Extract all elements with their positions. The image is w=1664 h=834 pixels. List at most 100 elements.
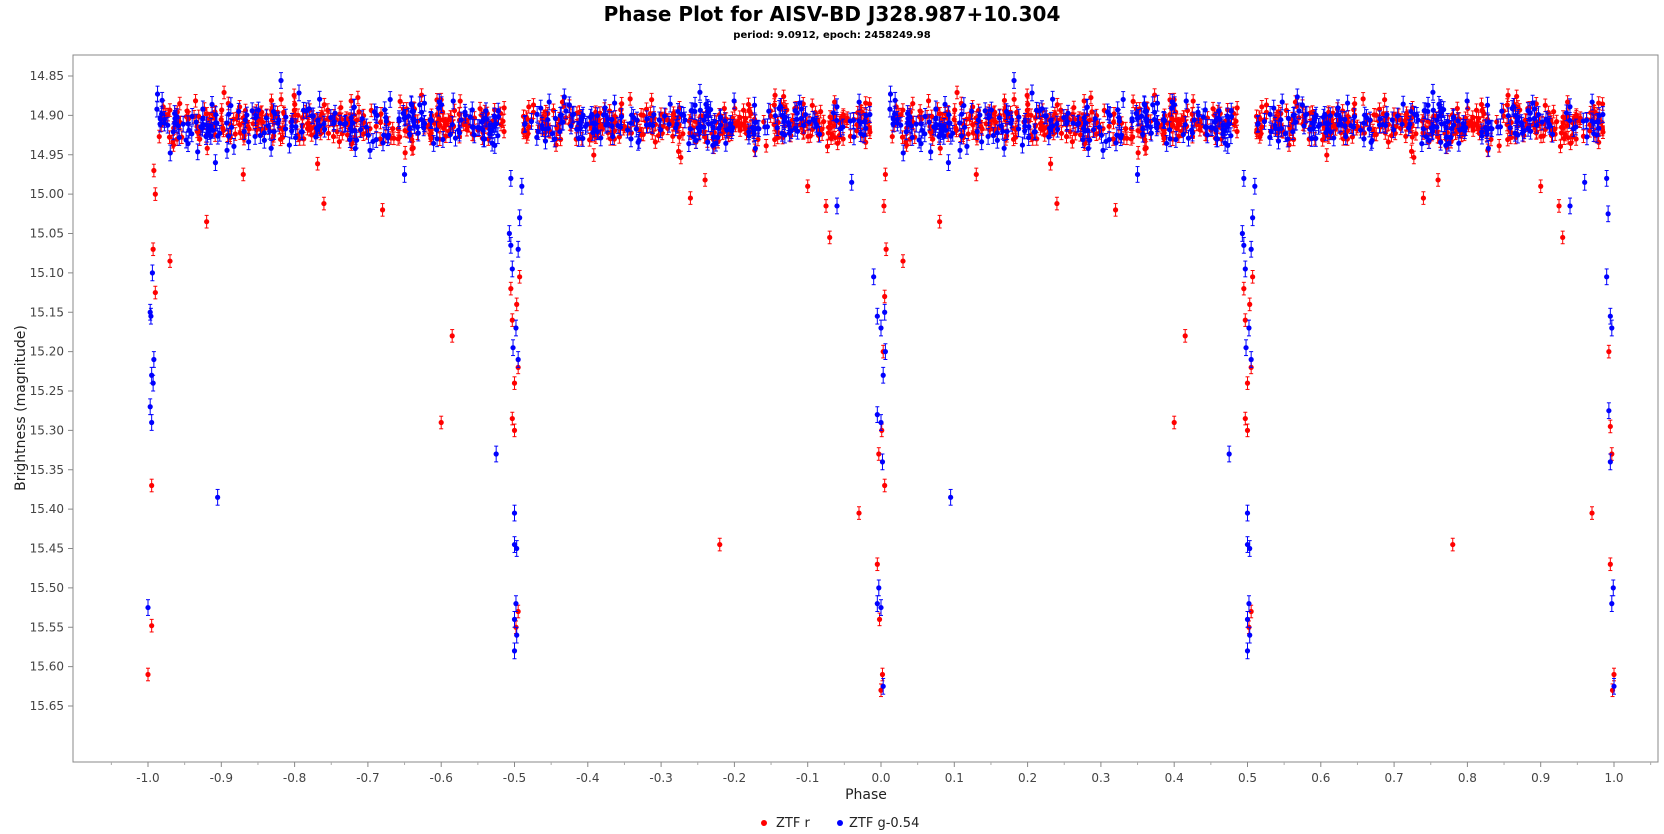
x-tick-label: -0.1: [796, 771, 819, 785]
ztf-r-point: [1089, 104, 1095, 119]
x-tick-label: 0.1: [945, 771, 964, 785]
x-tick-label: -0.3: [649, 771, 672, 785]
ztf-r-point: [1011, 92, 1017, 107]
ztf-r-point: [1024, 88, 1030, 103]
ztf-r-point: [1557, 139, 1564, 154]
ztf-r-point: [1190, 94, 1196, 108]
ztf-r-point: [937, 107, 943, 121]
y-tick-label: 15.30: [30, 423, 64, 437]
legend-marker-ztf-g: [837, 820, 843, 826]
ztf-r-point: [397, 130, 403, 144]
x-axis-label: Phase: [845, 787, 887, 803]
legend-marker-ztf-r: [761, 820, 767, 826]
ztf-r-point: [1411, 150, 1417, 165]
x-tick-label: 0.7: [1385, 771, 1404, 785]
y-tick-label: 15.40: [30, 502, 64, 516]
y-tick-label: 15.10: [30, 266, 64, 280]
y-tick-label: 15.05: [30, 227, 64, 241]
ztf-r-point: [818, 104, 824, 119]
x-tick-label: 0.9: [1531, 771, 1550, 785]
ztf-r-point: [457, 94, 463, 108]
ztf-r-point: [315, 156, 321, 171]
y-tick-label: 15.50: [30, 581, 64, 595]
ztf-r-point: [627, 92, 633, 106]
legend-label-ztf-r: ZTF r: [776, 816, 810, 831]
x-tick-label: -0.9: [210, 771, 233, 785]
ztf-r-point: [167, 103, 173, 117]
ztf-r-point: [1067, 124, 1073, 139]
ztf-r-point: [1058, 126, 1065, 141]
ztf-r-point: [824, 139, 831, 154]
x-tick-label: 0.6: [1311, 771, 1330, 785]
ztf-r-point: [1504, 98, 1510, 112]
ztf-r-point: [900, 103, 906, 117]
y-tick-label: 15.15: [30, 305, 64, 319]
ztf-r-point: [954, 85, 960, 100]
ztf-r-point: [402, 145, 408, 160]
ztf-r-point: [1551, 104, 1557, 119]
y-tick-label: 15.20: [30, 345, 64, 359]
y-tick-label: 14.85: [30, 69, 64, 83]
ztf-r-point: [772, 132, 778, 147]
ztf-r-point: [1063, 129, 1070, 144]
y-tick-label: 15.55: [30, 620, 64, 634]
ztf-r-point: [1360, 92, 1366, 106]
ztf-r-point: [192, 93, 199, 108]
chart-title: Phase Plot for AISV-BD J328.987+10.304: [604, 2, 1061, 26]
ztf-r-point: [330, 129, 337, 144]
ztf-r-point: [1048, 156, 1054, 171]
ztf-r-point: [889, 129, 895, 144]
ztf-r-point: [278, 92, 284, 107]
ztf-r-point: [1481, 106, 1487, 121]
ztf-r-point: [670, 129, 676, 144]
ztf-r-point: [1403, 106, 1410, 121]
ztf-r-point: [772, 88, 778, 103]
ztf-r-point: [1069, 134, 1075, 149]
y-tick-label: 15.45: [30, 542, 64, 556]
ztf-r-point: [952, 103, 958, 117]
x-tick-label: -0.2: [723, 771, 746, 785]
ztf-r-point: [170, 138, 177, 152]
plot-area: [72, 54, 1659, 763]
ztf-r-point: [748, 106, 754, 121]
ztf-r-point: [355, 90, 361, 105]
x-axis: -1.0 -0.9 -0.8 -0.7 -0.6 -0.5 -0.4 -0.3 -0.2 -0.1…: [110, 762, 1652, 785]
x-tick-label: 0.5: [1238, 771, 1257, 785]
y-tick-label: 15.65: [30, 699, 64, 713]
ztf-r-point: [156, 129, 162, 144]
ztf-r-point: [863, 96, 869, 110]
ztf-r-point: [219, 103, 225, 117]
chart-subtitle: period: 9.0912, epoch: 2458249.98: [733, 30, 930, 41]
ztf-r-point: [291, 88, 297, 103]
ztf-r-point: [204, 107, 210, 121]
ztf-r-point: [268, 93, 275, 108]
x-tick-label: -0.4: [576, 771, 599, 785]
legend-label-ztf-g: ZTF g-0.54: [849, 816, 919, 831]
ztf-r-point: [1473, 103, 1480, 118]
x-tick-label: 1.0: [1604, 771, 1623, 785]
ztf-r-point: [1542, 122, 1549, 137]
x-tick-label: -0.8: [283, 771, 306, 785]
y-tick-label: 14.95: [30, 148, 64, 162]
y-tick-label: 15.00: [30, 187, 64, 201]
x-tick-label: -0.6: [429, 771, 452, 785]
ztf-r-point: [325, 126, 332, 141]
ztf-r-point: [204, 141, 210, 156]
ztf-r-point: [221, 85, 227, 100]
ztf-r-point: [1135, 145, 1141, 160]
ztf-r-point: [336, 134, 342, 149]
ztf-r-point: [1013, 130, 1019, 145]
ztf-r-point: [1130, 130, 1136, 144]
y-tick-label: 14.90: [30, 108, 64, 122]
ztf-r-point: [678, 150, 684, 165]
ztf-r-point: [925, 93, 932, 108]
x-tick-label: 0.0: [871, 771, 890, 785]
data-points: [145, 72, 1617, 698]
x-tick-label: -0.5: [503, 771, 526, 785]
ztf-r-point: [280, 130, 286, 145]
x-tick-label: 0.8: [1458, 771, 1477, 785]
ztf-r-point: [1001, 93, 1008, 108]
ztf-r-point: [321, 97, 327, 112]
x-tick-label: -1.0: [136, 771, 159, 785]
